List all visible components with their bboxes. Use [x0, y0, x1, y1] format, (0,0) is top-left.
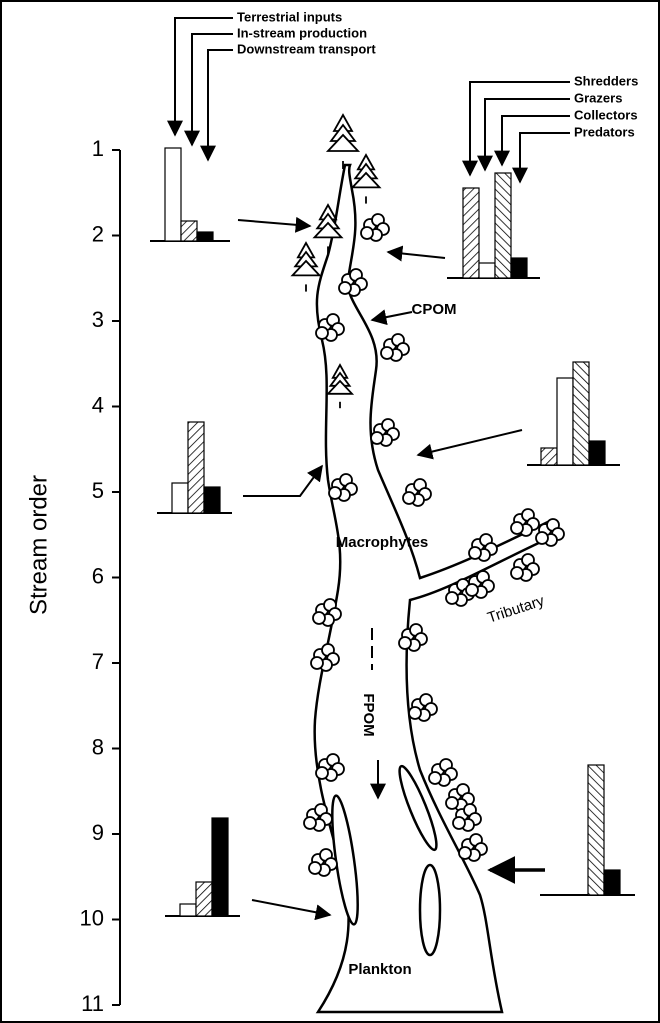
shrub [312, 611, 326, 625]
tick-label: 10 [80, 905, 104, 930]
shrub [458, 846, 472, 860]
shrub [315, 326, 329, 340]
bar [572, 361, 590, 466]
shrub [402, 491, 416, 505]
shrub [445, 591, 459, 605]
shrub [510, 566, 524, 580]
shrub [338, 281, 352, 295]
tick-label: 5 [92, 478, 104, 503]
legend-entry: Terrestrial inputs [237, 9, 342, 24]
tick-label: 8 [92, 734, 104, 759]
shrub [408, 706, 422, 720]
legend-entry: Predators [574, 124, 635, 139]
axis-label: Stream order [25, 475, 52, 615]
bar [510, 257, 528, 279]
bar [211, 817, 229, 917]
tree [350, 171, 382, 189]
cpom-label: CPOM [412, 301, 457, 318]
legend-entry: In-stream production [237, 25, 367, 40]
shrub [380, 346, 394, 360]
fpom-label: FPOM [360, 693, 377, 736]
tree [325, 133, 361, 152]
tree [290, 259, 322, 277]
tributary-label: Tributary [485, 592, 546, 626]
shrub [328, 486, 342, 500]
bar [603, 869, 621, 896]
bar [171, 482, 189, 514]
tick-label: 4 [92, 392, 104, 417]
tick-label: 6 [92, 563, 104, 588]
tick-label: 7 [92, 649, 104, 674]
bar [462, 187, 480, 279]
arrows [167, 17, 570, 921]
shrub [452, 816, 466, 830]
river [313, 163, 558, 1014]
tree [325, 379, 355, 395]
shrub [310, 656, 324, 670]
bar [180, 220, 198, 242]
tick-label: 1 [92, 136, 104, 161]
bar [587, 764, 605, 896]
bar [179, 903, 197, 917]
tick-label: 3 [92, 307, 104, 332]
tick-label: 11 [81, 991, 104, 1016]
shrub [308, 861, 322, 875]
bar [588, 440, 606, 466]
legend-entry: Collectors [574, 107, 638, 122]
bar [187, 421, 205, 514]
shrub [510, 521, 524, 535]
bar [196, 231, 214, 242]
legend-entry: Shredders [574, 73, 638, 88]
bar [478, 262, 496, 279]
macrophytes-label: Macrophytes [336, 534, 429, 551]
shrub [535, 531, 549, 545]
shrub [303, 816, 317, 830]
shrub [465, 583, 479, 597]
shrub [468, 546, 482, 560]
shrub [370, 431, 384, 445]
legend-entry: Grazers [574, 90, 622, 105]
bar [494, 172, 512, 279]
bar [540, 447, 558, 466]
shrub [398, 636, 412, 650]
legend-entry: Downstream transport [237, 41, 376, 56]
bar [164, 147, 182, 242]
tree [312, 221, 344, 239]
plankton-label: Plankton [348, 961, 411, 978]
tick-label: 9 [92, 820, 104, 845]
shrub [360, 226, 374, 240]
vegetation [290, 113, 565, 877]
bar [195, 881, 213, 917]
shrub [428, 771, 442, 785]
tick-label: 2 [92, 221, 104, 246]
shrub [315, 766, 329, 780]
shrub [445, 796, 459, 810]
bar [556, 377, 574, 466]
bar [203, 486, 221, 514]
